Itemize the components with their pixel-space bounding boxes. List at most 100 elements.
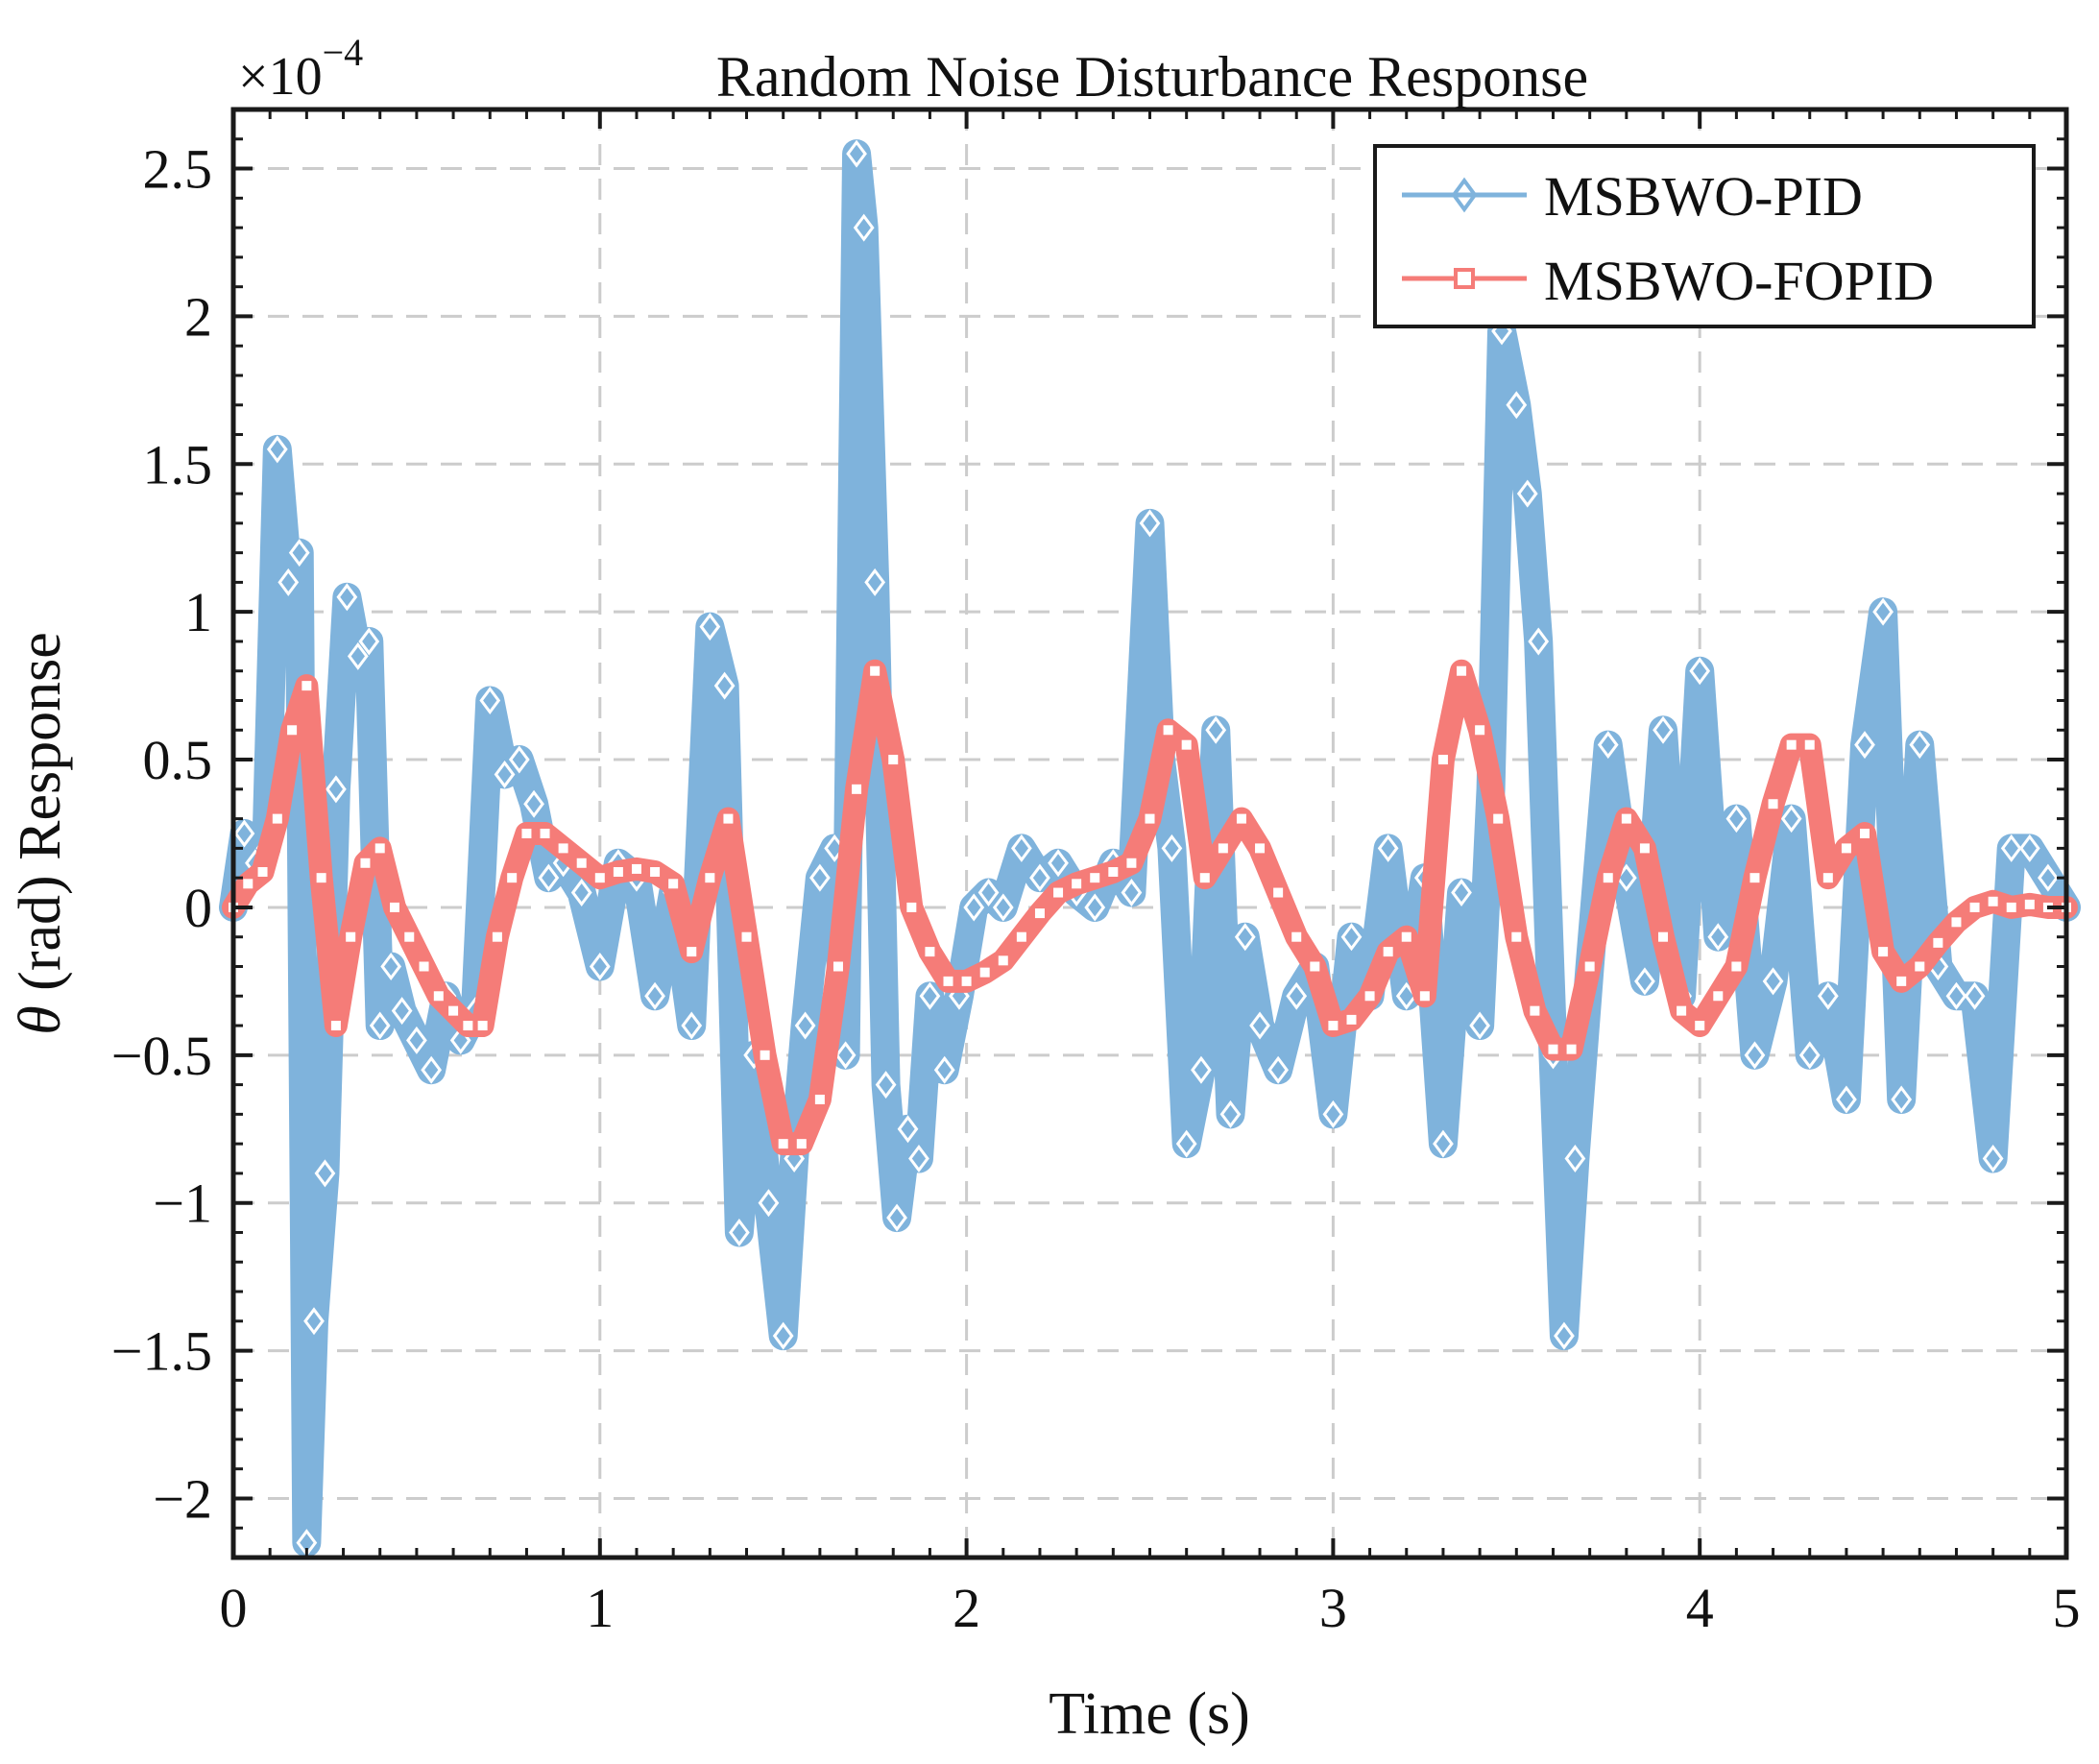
- data-point: [387, 900, 401, 914]
- data-point: [758, 1048, 772, 1062]
- data-point: [1982, 1145, 2004, 1173]
- data-point: [1344, 1012, 1359, 1027]
- data-point: [1619, 811, 1633, 826]
- data-point: [1817, 981, 1839, 1010]
- data-point: [776, 1137, 790, 1151]
- y-tick-label: 1: [184, 581, 212, 643]
- data-point: [977, 965, 992, 979]
- data-point: [347, 641, 369, 670]
- data-point: [846, 139, 867, 168]
- data-point: [1417, 989, 1432, 1003]
- data-point: [1271, 885, 1286, 900]
- legend-box: [1373, 144, 2036, 328]
- data-point: [886, 753, 901, 767]
- data-point: [270, 811, 284, 826]
- data-point: [703, 871, 717, 885]
- data-point: [1802, 737, 1817, 752]
- data-point: [1894, 974, 1909, 988]
- data-point: [556, 841, 570, 856]
- data-point: [850, 782, 864, 796]
- data-point: [1084, 893, 1106, 922]
- data-point: [1363, 989, 1377, 1003]
- data-point: [1139, 509, 1161, 538]
- data-point: [2022, 897, 2037, 911]
- data-point: [905, 900, 919, 914]
- data-point: [1451, 879, 1472, 907]
- data-point: [1267, 1055, 1290, 1084]
- data-point: [475, 1019, 490, 1033]
- data-point: [523, 789, 544, 818]
- data-point: [494, 760, 516, 788]
- data-point: [1249, 1011, 1270, 1040]
- data-point: [391, 997, 413, 1026]
- data-point: [729, 1218, 750, 1246]
- data-point: [1377, 834, 1399, 862]
- data-point: [681, 1011, 703, 1040]
- data-point: [358, 627, 380, 656]
- data-point: [288, 539, 310, 568]
- data-point: [963, 893, 985, 922]
- data-point: [1491, 811, 1506, 826]
- data-point: [1509, 930, 1524, 944]
- data-point: [358, 856, 373, 870]
- data-point: [1473, 723, 1487, 737]
- data-point: [1191, 1055, 1212, 1084]
- data-point: [373, 841, 387, 856]
- data-point: [1216, 841, 1230, 856]
- data-point: [1143, 811, 1157, 826]
- data-point: [1762, 967, 1784, 996]
- data-point: [1858, 827, 1872, 840]
- data-point: [336, 583, 358, 612]
- data-point: [574, 856, 589, 870]
- data-point: [992, 893, 1014, 922]
- data-point: [326, 775, 347, 804]
- data-point: [758, 1189, 780, 1218]
- data-point: [1798, 1041, 1821, 1070]
- data-point: [923, 945, 937, 959]
- data-point: [1197, 871, 1212, 885]
- data-point: [1564, 1145, 1586, 1173]
- data-point: [864, 568, 886, 596]
- x-tick-label: 3: [1319, 1577, 1347, 1639]
- data-point: [1433, 1129, 1454, 1158]
- data-point: [300, 679, 314, 693]
- data-point: [1748, 871, 1762, 885]
- data-point: [508, 745, 530, 774]
- data-point: [853, 213, 875, 242]
- data-point: [589, 952, 611, 980]
- data-point: [897, 1115, 919, 1144]
- data-point: [1326, 1019, 1340, 1033]
- data-point: [1175, 1129, 1197, 1158]
- data-point: [996, 954, 1010, 968]
- x-tick-label: 0: [220, 1577, 248, 1639]
- data-point: [1967, 900, 1982, 914]
- data-point: [1048, 849, 1069, 878]
- data-point: [794, 1011, 816, 1040]
- y-tick-label: 1.5: [143, 433, 213, 495]
- y-tick-label: 0: [184, 877, 212, 939]
- data-point: [417, 959, 431, 974]
- data-point: [1945, 981, 1967, 1010]
- data-point: [1516, 479, 1538, 508]
- data-point: [241, 877, 255, 891]
- data-point: [933, 1055, 955, 1084]
- tick-labels: 0 1 2 3 4 5 −2 −1.5 −1 −0.5 0 0.5 1 1.5 2 2.5: [111, 138, 2081, 1639]
- data-point: [431, 989, 446, 1003]
- data-point: [490, 930, 504, 944]
- data-point: [1179, 737, 1194, 752]
- chart-title: Random Noise Disturbance Response: [716, 45, 1588, 109]
- y-tick-label: −0.5: [111, 1025, 212, 1087]
- x-tick-label: 4: [1686, 1577, 1714, 1639]
- data-point: [1469, 1011, 1490, 1040]
- data-point: [1986, 894, 2000, 908]
- data-point: [721, 811, 736, 826]
- data-point: [1070, 877, 1084, 891]
- data-point: [1601, 871, 1615, 885]
- data-point: [648, 865, 663, 880]
- data-point: [1014, 930, 1028, 944]
- data-point: [233, 819, 255, 848]
- y-axis-title-text: (rad) Response: [8, 632, 73, 1005]
- data-point: [1121, 879, 1143, 907]
- data-point: [2000, 834, 2022, 862]
- data-point: [1340, 923, 1363, 952]
